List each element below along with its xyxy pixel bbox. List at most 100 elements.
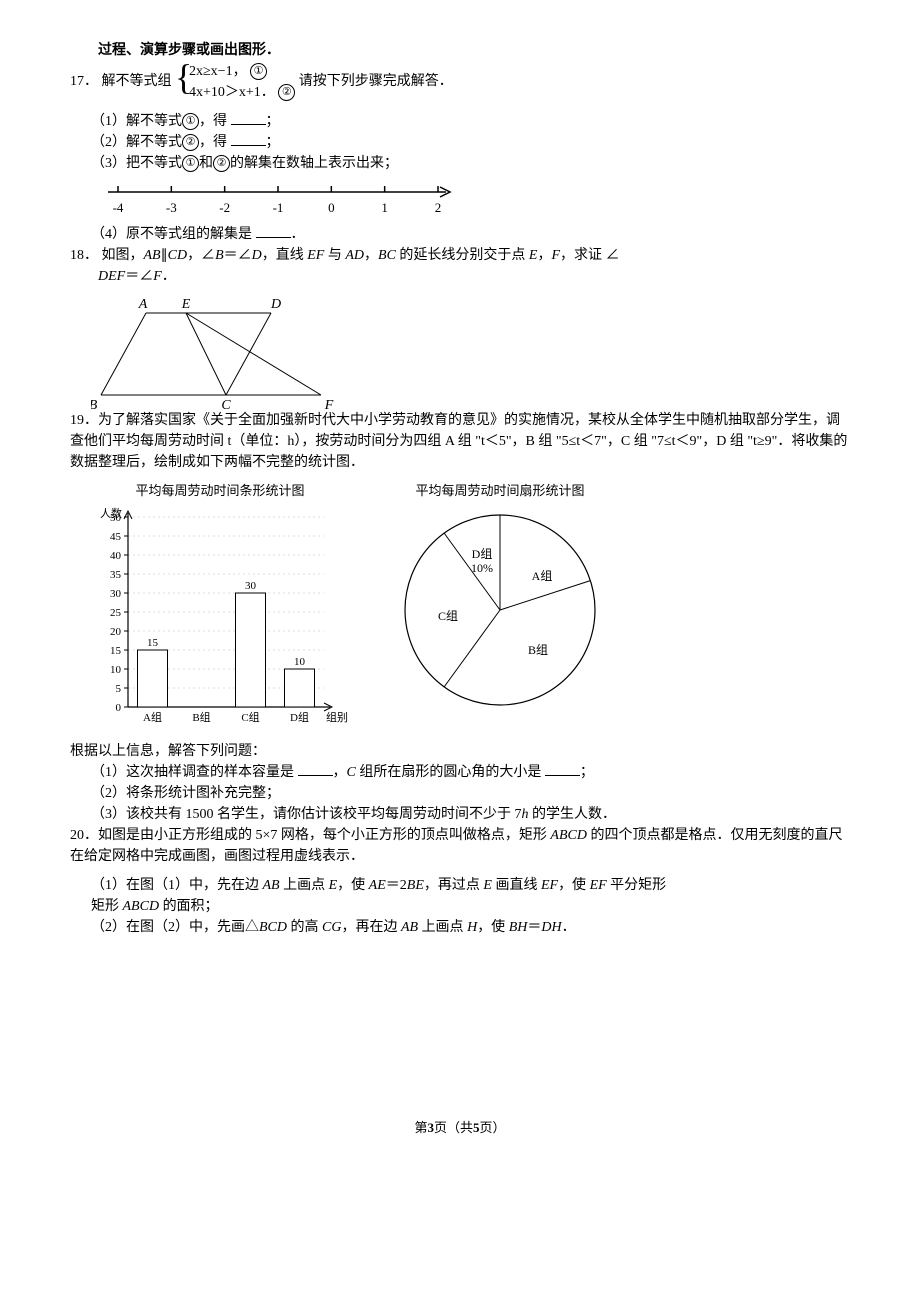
t: （2）在图（2）中，先画△	[91, 920, 259, 935]
t: 第	[414, 1120, 427, 1135]
t: ＝	[527, 920, 541, 935]
pie-chart-svg: D组10%A组B组C组	[380, 505, 620, 715]
q17-sub3-mid: 和	[199, 156, 213, 171]
t: ，再过点	[424, 878, 484, 893]
mark-2-ref2: ②	[213, 155, 230, 172]
t: 平分矩形	[607, 878, 667, 893]
t: ，	[364, 248, 378, 263]
svg-text:人数: 人数	[100, 507, 122, 520]
q17-number: 17．	[70, 74, 98, 89]
number-line: -4-3-2-1012	[70, 174, 850, 224]
problem-18: 18． 如图，AB∥CD，∠B＝∠D，直线 EF 与 AD，BC 的延长线分别交…	[70, 245, 850, 287]
t: ABCD	[123, 899, 160, 914]
svg-text:组别: 组别	[326, 710, 348, 724]
blank-4	[256, 224, 291, 238]
svg-text:45: 45	[110, 531, 122, 543]
t: EF	[590, 878, 607, 893]
t: CG	[322, 920, 341, 935]
problem-20: 20．如图是由小正方形组成的 5×7 网格，每个小正方形的顶点叫做格点，矩形 A…	[70, 825, 850, 867]
t: E	[329, 878, 338, 893]
sys-row2: 4x+10＞x+1．	[189, 85, 275, 100]
svg-text:10: 10	[294, 656, 306, 668]
svg-text:C组: C组	[241, 710, 259, 724]
t: AB	[144, 248, 161, 263]
svg-text:A组: A组	[143, 710, 162, 724]
semi: ；	[266, 135, 280, 150]
mark-1-ref2: ①	[182, 155, 199, 172]
svg-text:D组: D组	[290, 710, 309, 724]
q17-sub3: （3）把不等式①和②的解集在数轴上表示出来；	[70, 153, 850, 174]
svg-text:40: 40	[110, 550, 122, 562]
t: 与	[324, 248, 345, 263]
t: h	[522, 807, 529, 822]
t: EF	[541, 878, 558, 893]
t: ，直线	[262, 248, 308, 263]
t: ，使	[558, 878, 590, 893]
q20-sub1: （1）在图（1）中，先在边 AB 上画点 E，使 AE＝2BE，再过点 E 画直…	[70, 875, 850, 917]
q18-figure-svg: AEDBCF	[91, 295, 351, 410]
t: 上画点	[418, 920, 467, 935]
q17-sub3-post: 的解集在数轴上表示出来；	[230, 156, 398, 171]
q18-figure: AEDBCF	[70, 295, 850, 410]
header-text: 过程、演算步骤或画出图形．	[98, 43, 280, 58]
t: 画直线	[492, 878, 541, 893]
t: ，	[537, 248, 551, 263]
svg-text:30: 30	[110, 588, 122, 600]
bar-chart-container: 平均每周劳动时间条形统计图 05101520253035404550人数组别15…	[90, 481, 350, 735]
t: ，	[333, 765, 347, 780]
q18-number: 18．	[70, 248, 98, 263]
svg-text:-2: -2	[219, 200, 230, 215]
svg-text:25: 25	[110, 607, 122, 619]
t: 矩形	[91, 899, 123, 914]
blank-1	[231, 111, 266, 125]
blank-2	[231, 132, 266, 146]
svg-text:10%: 10%	[471, 561, 493, 575]
mark-2: ②	[278, 84, 295, 101]
q19-number: 19．	[70, 413, 98, 428]
svg-text:B组: B组	[528, 643, 548, 657]
t: AB	[401, 920, 418, 935]
svg-text:2: 2	[435, 200, 442, 215]
svg-text:D: D	[270, 297, 281, 312]
t: 的延长线分别交于点	[396, 248, 529, 263]
page-footer: 第3页（共5页）	[70, 1118, 850, 1138]
t: ，使	[337, 878, 369, 893]
t: AD	[345, 248, 364, 263]
t: ＝∠	[125, 269, 153, 284]
bar-chart-title: 平均每周劳动时间条形统计图	[90, 481, 350, 501]
svg-text:B: B	[91, 398, 98, 410]
q17-sub1-pre: （1）解不等式	[91, 114, 182, 129]
t: ＝∠	[224, 248, 252, 263]
charts-row: 平均每周劳动时间条形统计图 05101520253035404550人数组别15…	[90, 481, 850, 735]
svg-text:A: A	[138, 297, 148, 312]
t: ，求证 ∠	[560, 248, 620, 263]
t: 组所在扇形的圆心角的大小是	[356, 765, 542, 780]
blank	[545, 762, 580, 776]
q17-stem-pre: 解不等式组	[102, 74, 172, 89]
svg-text:A组: A组	[532, 569, 553, 583]
numberline-svg: -4-3-2-1012	[98, 174, 458, 224]
t: 的高	[287, 920, 322, 935]
t: 页）	[480, 1120, 506, 1135]
t: （1）这次抽样调查的样本容量是	[91, 765, 294, 780]
t: B	[215, 248, 224, 263]
svg-text:-1: -1	[273, 200, 284, 215]
t: ，∠	[187, 248, 215, 263]
svg-text:E: E	[181, 297, 191, 312]
svg-text:B组: B组	[192, 710, 210, 724]
t: ，使	[477, 920, 509, 935]
svg-text:0: 0	[328, 200, 335, 215]
q17-sub2-post: ，得	[199, 135, 227, 150]
svg-text:F: F	[324, 398, 334, 410]
mark-1-ref: ①	[182, 113, 199, 130]
t: ABCD	[550, 828, 587, 843]
svg-text:15: 15	[147, 637, 159, 649]
t: DEF	[98, 269, 125, 284]
t: H	[467, 920, 477, 935]
blank	[298, 762, 333, 776]
pie-chart-container: 平均每周劳动时间扇形统计图 D组10%A组B组C组	[380, 481, 620, 715]
q17-sub2: （2）解不等式②，得 ；	[70, 132, 850, 153]
q19-after: 根据以上信息，解答下列问题：	[70, 741, 850, 762]
svg-text:35: 35	[110, 569, 122, 581]
svg-text:D组: D组	[472, 547, 493, 561]
